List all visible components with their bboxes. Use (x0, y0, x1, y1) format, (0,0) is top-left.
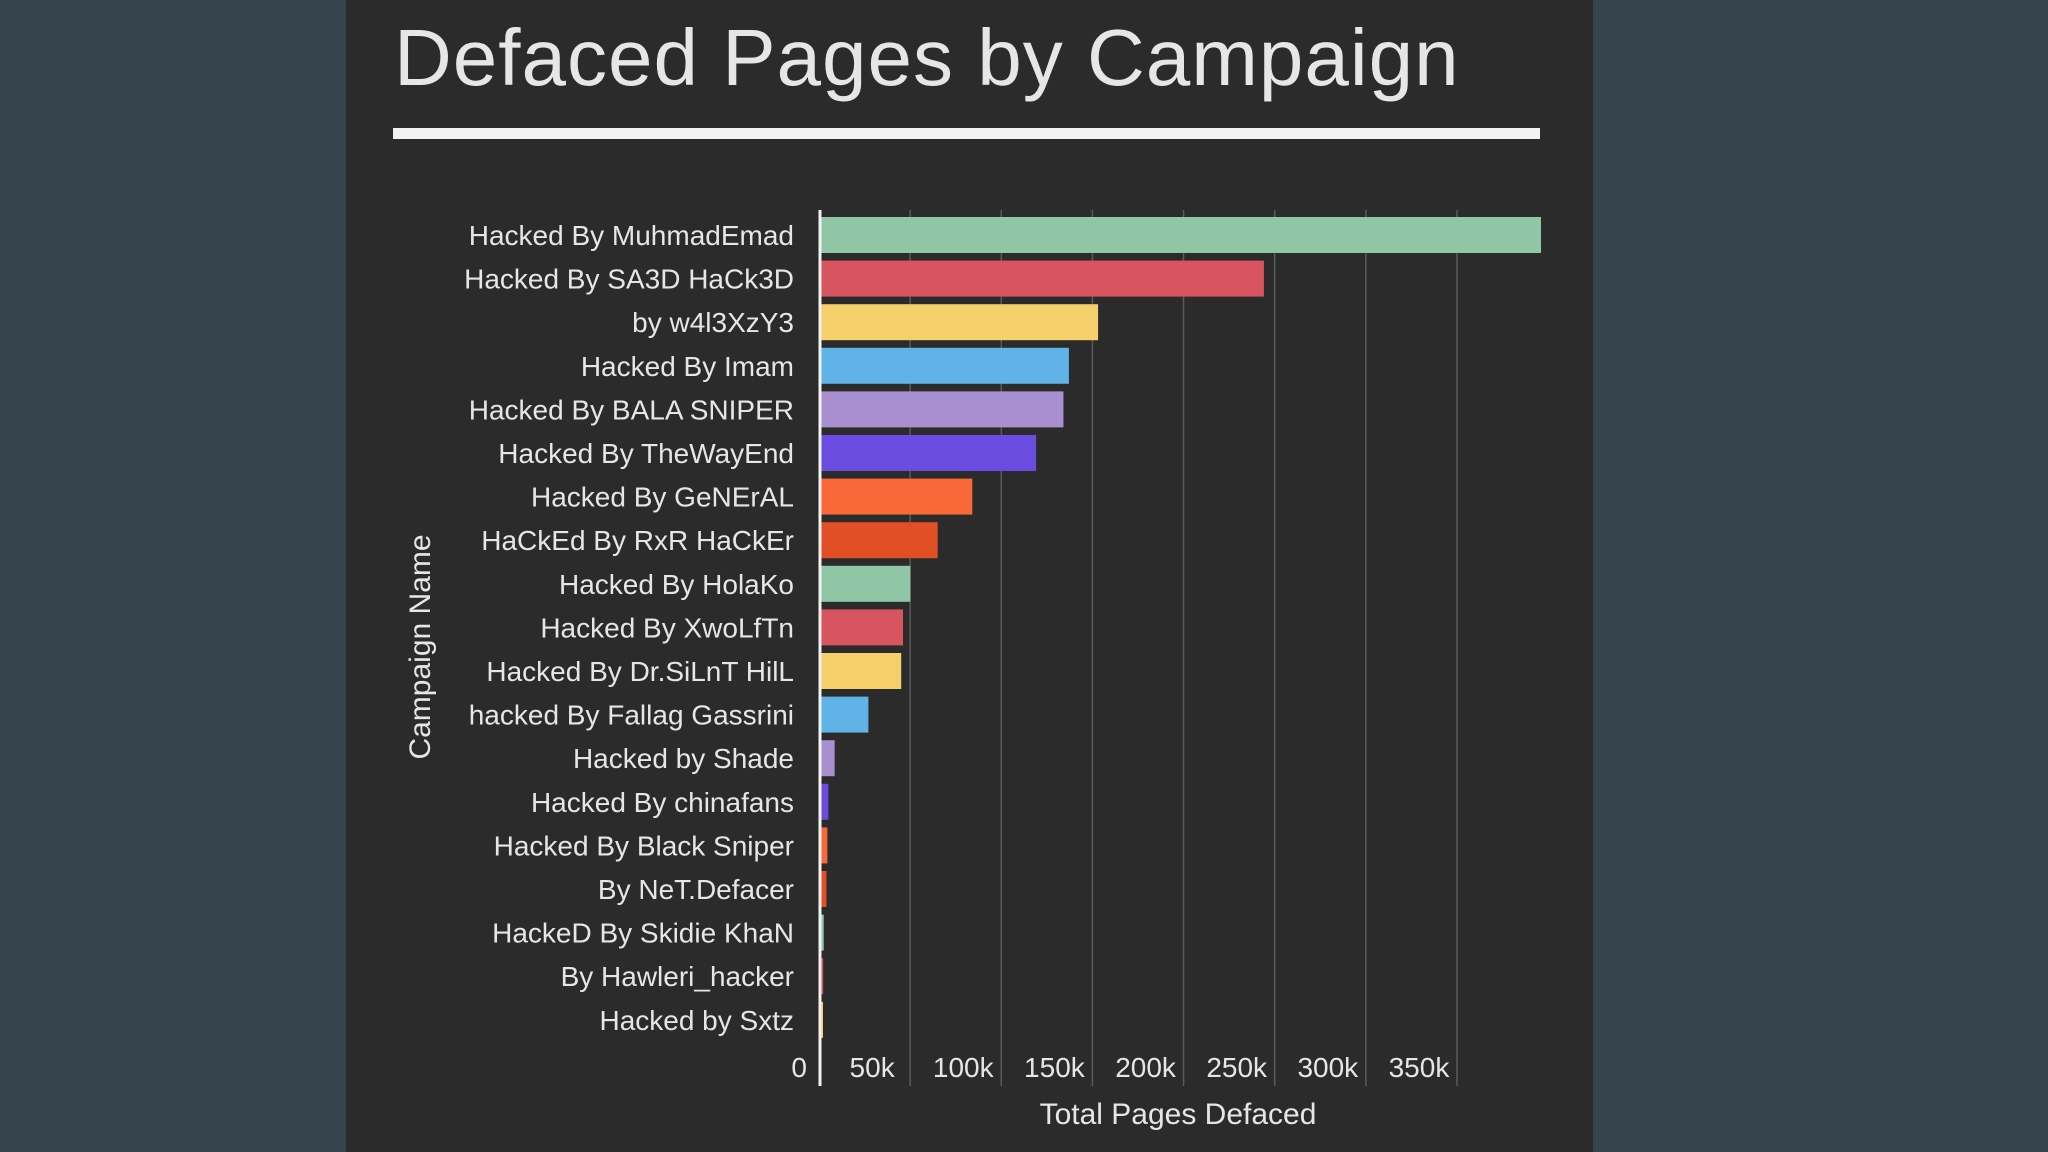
category-label: Hacked by Sxtz (599, 1005, 794, 1036)
y-axis-title: Campaign Name (404, 534, 437, 759)
bar (821, 1001, 823, 1038)
bar (821, 391, 1064, 428)
category-label: HackeD By Skidie KhaN (492, 918, 794, 949)
grid-lines (909, 210, 1458, 1086)
bar (821, 565, 911, 602)
category-label: Hacked By Dr.SiLnT HilL (486, 656, 794, 687)
bar-chart: Hacked By MuhmadEmad Hacked By SA3D HaCk3… (404, 210, 1541, 1131)
x-tick-labels: 0 50k 100k 150k 200k 250k 300k 350k (791, 1052, 1450, 1083)
chart-title: Defaced Pages by Campaign (394, 13, 1460, 102)
title-divider (393, 128, 1540, 139)
category-labels: Hacked By MuhmadEmad Hacked By SA3D HaCk3… (464, 220, 794, 1036)
category-label: Hacked By BALA SNIPER (469, 394, 794, 425)
category-label: HaCkEd By RxR HaCkEr (481, 525, 794, 556)
bar (821, 347, 1069, 384)
bar (821, 609, 904, 646)
bar (821, 653, 902, 689)
bar (821, 783, 829, 820)
bar (821, 958, 824, 995)
x-tick-label: 150k (1024, 1052, 1086, 1083)
bar (821, 304, 1099, 341)
category-label: By Hawleri_hacker (561, 961, 794, 992)
bar (821, 827, 828, 864)
bar (821, 740, 835, 777)
category-label: Hacked By HolaKo (559, 569, 794, 600)
category-label: Hacked by Shade (573, 743, 794, 774)
x-tick-label: 300k (1297, 1052, 1359, 1083)
bar (821, 871, 827, 907)
bar (821, 435, 1037, 471)
bar (821, 260, 1264, 297)
x-tick-label: 100k (933, 1052, 995, 1083)
bar (821, 696, 869, 733)
category-label: Hacked By GeNErAL (531, 482, 794, 513)
bar (821, 522, 938, 559)
bar (821, 217, 1541, 253)
bars (821, 217, 1541, 1038)
category-label: Hacked By MuhmadEmad (469, 220, 794, 251)
x-tick-label: 0 (791, 1052, 807, 1083)
category-label: Hacked By Black Sniper (494, 830, 794, 861)
category-label: by w4l3XzY3 (632, 307, 794, 338)
category-label: By NeT.Defacer (598, 874, 794, 905)
x-axis-title: Total Pages Defaced (1040, 1098, 1317, 1131)
category-label: Hacked By Imam (581, 351, 794, 382)
x-tick-label: 200k (1115, 1052, 1177, 1083)
x-tick-label: 50k (850, 1052, 896, 1083)
x-tick-label: 250k (1206, 1052, 1268, 1083)
category-label: Hacked By XwoLfTn (540, 612, 794, 643)
category-label: Hacked By chinafans (531, 787, 794, 818)
category-label: Hacked By TheWayEnd (498, 438, 794, 469)
bar (821, 914, 824, 951)
category-label: Hacked By SA3D HaCk3D (464, 264, 794, 295)
bar (821, 478, 973, 515)
category-label: hacked By Fallag Gassrini (469, 700, 794, 731)
chart-panel: Defaced Pages by Campaign Hacked By Muhm… (346, 0, 1593, 1152)
x-tick-label: 350k (1389, 1052, 1451, 1083)
